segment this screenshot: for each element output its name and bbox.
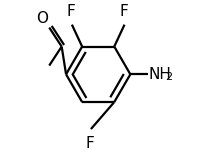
Text: 2: 2 (165, 72, 173, 82)
Text: F: F (86, 136, 95, 151)
Text: F: F (119, 4, 128, 19)
Text: F: F (67, 4, 76, 19)
Text: O: O (36, 11, 48, 26)
Text: NH: NH (149, 67, 172, 82)
